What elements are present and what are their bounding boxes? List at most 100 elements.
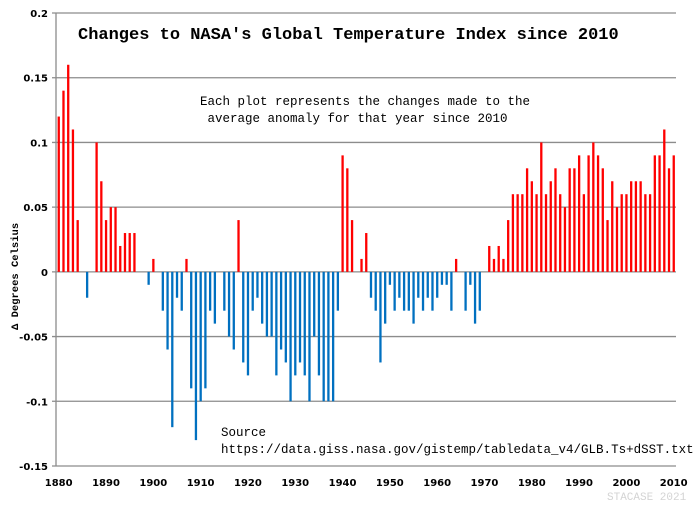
y-tick-label: 0.15 bbox=[23, 74, 48, 85]
bar-1972 bbox=[492, 258, 496, 272]
bar-1958 bbox=[426, 271, 429, 298]
bar-1948 bbox=[379, 271, 382, 363]
source-label: Source bbox=[221, 426, 266, 440]
bar-1975 bbox=[507, 220, 510, 272]
bar-1929 bbox=[289, 271, 292, 402]
bar-2009 bbox=[667, 168, 671, 272]
bar-1941 bbox=[346, 168, 349, 272]
bar-1951 bbox=[393, 271, 396, 311]
bar-1904 bbox=[171, 271, 174, 428]
bar-1900 bbox=[152, 258, 155, 272]
bar-1969 bbox=[478, 271, 481, 311]
bar-1931 bbox=[298, 271, 302, 363]
bar-1907 bbox=[185, 258, 188, 272]
bar-1895 bbox=[128, 233, 131, 272]
bar-1954 bbox=[407, 271, 410, 311]
bar-1939 bbox=[336, 271, 340, 311]
bar-2007 bbox=[658, 155, 661, 272]
bar-1924 bbox=[265, 271, 269, 337]
x-tick-label: 1960 bbox=[423, 478, 451, 489]
bar-1928 bbox=[284, 271, 287, 363]
bar-2008 bbox=[663, 129, 666, 272]
bar-1978 bbox=[521, 194, 524, 272]
bar-1896 bbox=[133, 233, 136, 272]
y-tick-label: 0.1 bbox=[30, 138, 48, 149]
bar-1888 bbox=[95, 142, 98, 272]
bar-1938 bbox=[331, 271, 335, 402]
bar-2002 bbox=[634, 181, 638, 272]
bar-1983 bbox=[544, 194, 548, 272]
bar-1944 bbox=[360, 258, 363, 272]
bar-1922 bbox=[256, 271, 259, 298]
x-tick-label: 1920 bbox=[234, 478, 262, 489]
bar-1997 bbox=[611, 181, 614, 272]
bar-1883 bbox=[71, 129, 75, 272]
bar-1957 bbox=[421, 271, 425, 311]
bar-1960 bbox=[436, 271, 439, 298]
watermark: STACASE 2021 bbox=[607, 492, 687, 504]
bar-1902 bbox=[161, 271, 164, 311]
bar-1967 bbox=[469, 271, 472, 285]
bar-1987 bbox=[563, 207, 567, 272]
bar-1927 bbox=[279, 271, 283, 350]
bar-1989 bbox=[573, 168, 576, 272]
bar-1890 bbox=[104, 220, 108, 272]
bar-1917 bbox=[232, 271, 235, 350]
bar-1934 bbox=[313, 271, 316, 337]
bar-1955 bbox=[412, 271, 415, 324]
bar-1999 bbox=[620, 194, 623, 272]
bar-1963 bbox=[450, 271, 453, 311]
bar-1990 bbox=[577, 155, 581, 272]
x-tick-label: 2010 bbox=[660, 478, 688, 489]
x-tick-label: 1900 bbox=[139, 478, 167, 489]
bar-1984 bbox=[549, 181, 552, 272]
bar-1976 bbox=[511, 194, 515, 272]
gridlines bbox=[52, 12, 676, 467]
bar-1947 bbox=[374, 271, 377, 311]
bar-1996 bbox=[606, 220, 609, 272]
bar-1991 bbox=[582, 194, 586, 272]
bar-1964 bbox=[454, 258, 458, 272]
x-tick-label: 1880 bbox=[45, 478, 73, 489]
bar-1915 bbox=[223, 271, 226, 311]
bar-1974 bbox=[502, 258, 505, 272]
source-url: https://data.giss.nasa.gov/gistemp/table… bbox=[221, 443, 694, 457]
bar-1988 bbox=[568, 168, 571, 272]
bar-1891 bbox=[109, 207, 112, 272]
bar-1933 bbox=[308, 271, 311, 402]
bar-1994 bbox=[596, 155, 600, 272]
bar-1953 bbox=[402, 271, 406, 311]
bar-1912 bbox=[208, 271, 212, 311]
bar-1986 bbox=[559, 194, 562, 272]
bar-1889 bbox=[100, 181, 103, 272]
bar-1973 bbox=[497, 245, 500, 272]
bar-1910 bbox=[199, 271, 202, 402]
bar-1966 bbox=[464, 271, 467, 311]
x-tick-label: 1930 bbox=[281, 478, 309, 489]
bar-1949 bbox=[384, 271, 387, 324]
bar-1971 bbox=[488, 245, 491, 272]
bar-2006 bbox=[653, 155, 656, 272]
bar-1892 bbox=[114, 207, 117, 272]
x-tick-label: 1890 bbox=[92, 478, 120, 489]
bar-2004 bbox=[644, 194, 647, 272]
bar-1905 bbox=[175, 271, 179, 298]
bar-1894 bbox=[123, 233, 127, 272]
bar-1930 bbox=[294, 271, 297, 376]
bar-1899 bbox=[147, 271, 150, 285]
bar-1937 bbox=[327, 271, 330, 402]
bar-1940 bbox=[341, 155, 344, 272]
chart-title: Changes to NASA's Global Temperature Ind… bbox=[78, 26, 619, 45]
bar-1945 bbox=[365, 233, 368, 272]
bar-1921 bbox=[251, 271, 254, 311]
y-tick-label: 0.2 bbox=[30, 9, 48, 20]
bar-1884 bbox=[76, 220, 79, 272]
annotation-line-1: Each plot represents the changes made to… bbox=[200, 95, 530, 109]
bar-1952 bbox=[398, 271, 401, 298]
bar-1985 bbox=[554, 168, 557, 272]
bar-1980 bbox=[530, 181, 533, 272]
bar-1919 bbox=[242, 271, 245, 363]
bar-1992 bbox=[587, 155, 590, 272]
bar-1968 bbox=[473, 271, 477, 324]
y-tick-label: -0.1 bbox=[26, 397, 48, 408]
